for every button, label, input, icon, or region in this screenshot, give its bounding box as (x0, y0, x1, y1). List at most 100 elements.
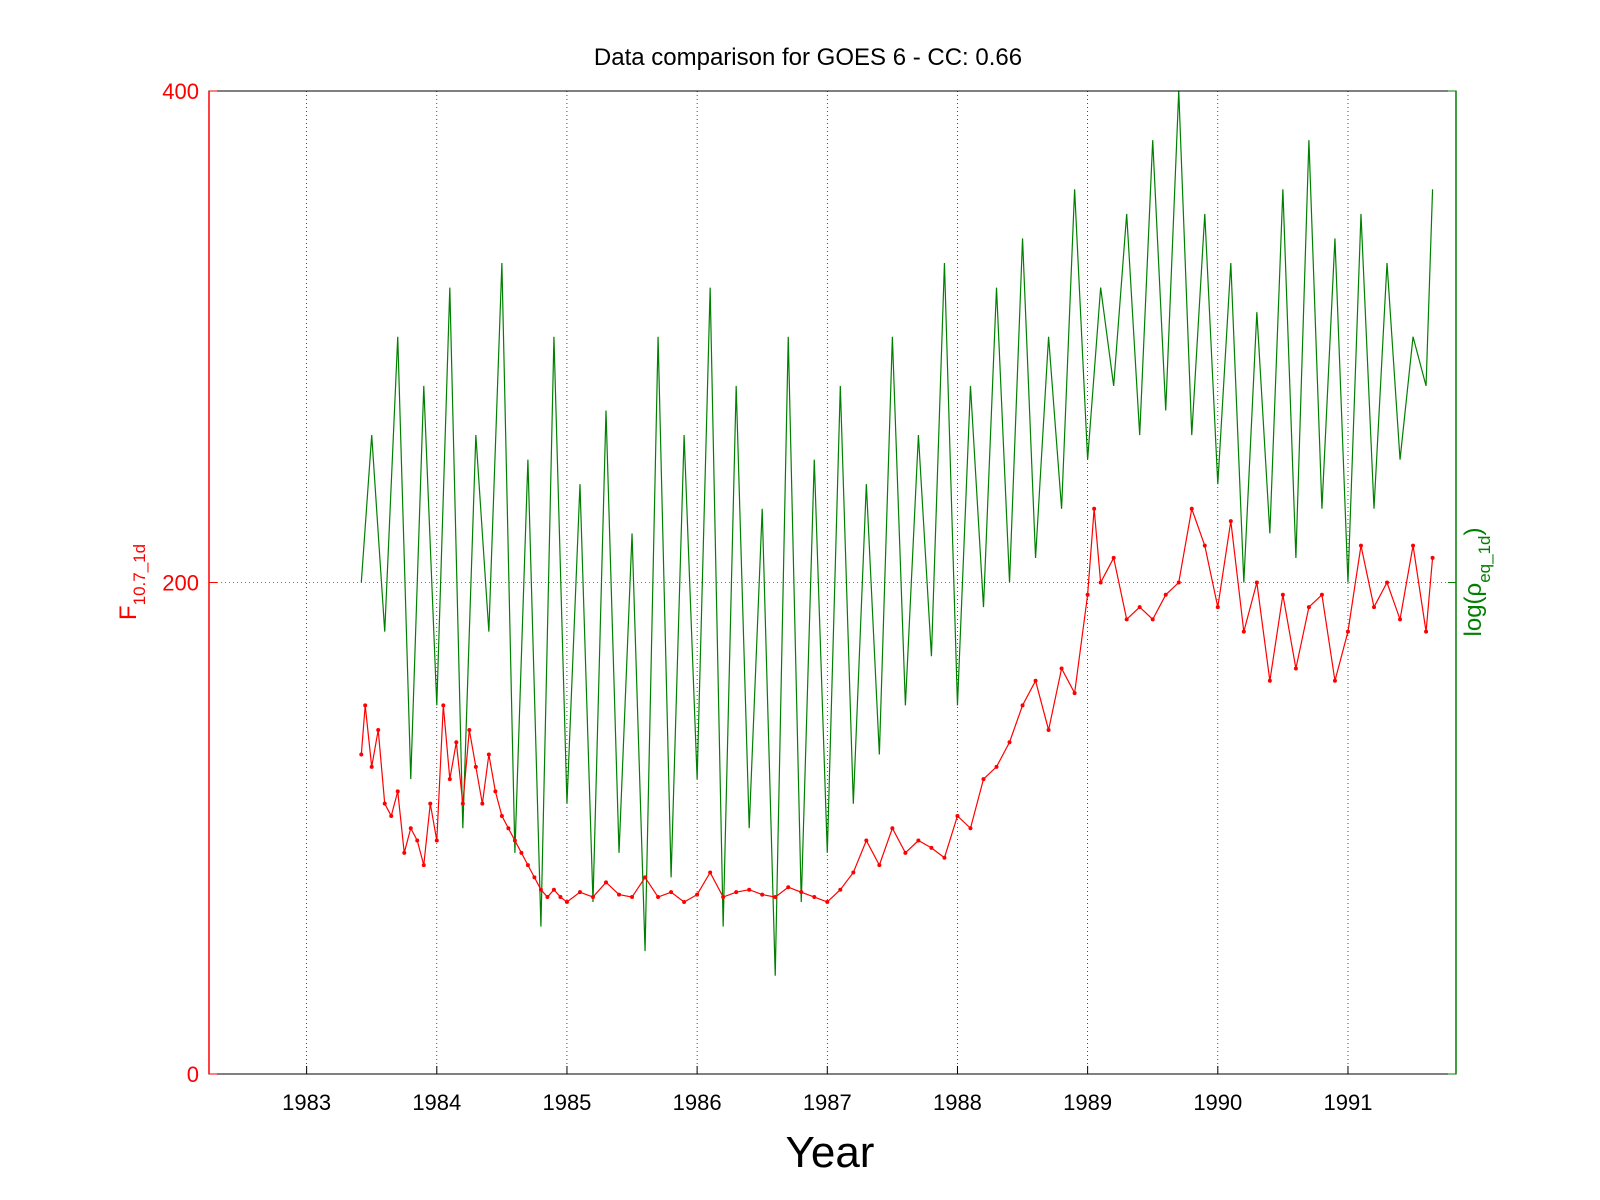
red-series-point (473, 764, 478, 769)
red-series-point (851, 870, 856, 875)
x-tick-label: 1988 (933, 1090, 982, 1115)
red-series-point (760, 892, 765, 897)
right-axis-label-prefix: log(ρ (1460, 583, 1487, 637)
red-series-point (441, 703, 446, 708)
red-series-point (1319, 592, 1324, 597)
red-series-point (942, 855, 947, 860)
red-series-point (877, 863, 882, 868)
red-series-point (1306, 605, 1311, 610)
red-series-point (545, 895, 550, 900)
left-axis-label-base: F (115, 605, 142, 620)
red-series-point (454, 740, 459, 745)
x-tick-label: 1991 (1323, 1090, 1372, 1115)
red-series-point (408, 826, 413, 831)
red-series-point (538, 887, 543, 892)
red-series-point (929, 845, 934, 850)
chart-title: Data comparison for GOES 6 - CC: 0.66 (594, 44, 1022, 71)
tick-layer: 1983 1984 1985 1986 1987 1988 1989 1990 1991 0 200… (162, 79, 1456, 1115)
red-series-point (1085, 592, 1090, 597)
red-series-point (1111, 555, 1116, 560)
red-series-point (519, 850, 524, 855)
red-series-point (1020, 703, 1025, 708)
red-series-point (1241, 629, 1246, 634)
red-series-point (708, 870, 713, 875)
x-tick-label: 1984 (412, 1090, 461, 1115)
red-series-point (669, 890, 674, 895)
red-series-point (1430, 555, 1435, 560)
red-series-point (447, 777, 452, 782)
right-axis-label-subscript: eq_1d (1475, 536, 1494, 583)
red-series-point (747, 887, 752, 892)
red-series-point (480, 801, 485, 806)
y-tick-label: 400 (162, 79, 199, 104)
x-axis-label: Year (786, 1128, 875, 1177)
red-series-point (825, 899, 830, 904)
red-series-point (604, 880, 609, 885)
red-series-point (1176, 580, 1181, 585)
red-series-point (577, 890, 582, 895)
red-series-point (363, 703, 368, 708)
red-series-point (1280, 592, 1285, 597)
red-series-point (493, 789, 498, 794)
red-series-point (617, 892, 622, 897)
red-series-point (734, 890, 739, 895)
red-series-point (1411, 543, 1416, 548)
red-series-point (1072, 691, 1077, 696)
red-series-point (512, 838, 517, 843)
red-series-point (721, 895, 726, 900)
red-series-point (551, 887, 556, 892)
red-series-point (773, 895, 778, 900)
red-series-point (1371, 605, 1376, 610)
y-tick-label: 200 (162, 571, 199, 596)
red-series-point (1254, 580, 1259, 585)
red-series-point (1046, 727, 1051, 732)
y-tick-label: 0 (187, 1062, 199, 1087)
red-series-point (376, 727, 381, 732)
red-series-point (590, 895, 595, 900)
red-series-point (1033, 678, 1038, 683)
red-series-point (630, 895, 635, 900)
green-series-layer (360, 90, 1434, 976)
red-series-point (656, 895, 661, 900)
red-series-point (812, 895, 817, 900)
red-series-point (1398, 617, 1403, 622)
red-series-point (415, 838, 420, 843)
green-series-line (360, 90, 1434, 976)
red-series-point (1228, 519, 1233, 524)
red-series-point (1124, 617, 1129, 622)
red-series-point (402, 850, 407, 855)
red-series-point (1059, 666, 1064, 671)
x-tick-label: 1989 (1063, 1090, 1112, 1115)
red-series-point (1098, 580, 1103, 585)
red-series-point (695, 892, 700, 897)
red-series-point (838, 887, 843, 892)
right-axis-label: log(ρeq_1d) (1460, 528, 1494, 637)
red-series-point (968, 826, 973, 831)
red-series-point (525, 863, 530, 868)
red-series-point (1385, 580, 1390, 585)
red-series-point (643, 875, 648, 880)
red-series-point (486, 752, 491, 757)
red-series-point (382, 801, 387, 806)
red-series-point (916, 838, 921, 843)
red-series-point (981, 777, 986, 782)
red-series-point (369, 764, 374, 769)
x-tick-label: 1985 (542, 1090, 591, 1115)
red-series-point (786, 885, 791, 890)
red-series-point (1345, 629, 1350, 634)
x-tick-label: 1986 (673, 1090, 722, 1115)
red-series-point (564, 899, 569, 904)
x-tick-label: 1987 (803, 1090, 852, 1115)
red-series-point (903, 850, 908, 855)
red-series-point (1358, 543, 1363, 548)
red-series-point (499, 813, 504, 818)
x-tick-label: 1990 (1193, 1090, 1242, 1115)
red-series-point (421, 863, 426, 868)
red-series-point (506, 826, 511, 831)
red-series-point (395, 789, 400, 794)
red-series-point (389, 813, 394, 818)
red-series-point (1189, 506, 1194, 511)
red-series-point (1150, 617, 1155, 622)
red-series-point (1293, 666, 1298, 671)
